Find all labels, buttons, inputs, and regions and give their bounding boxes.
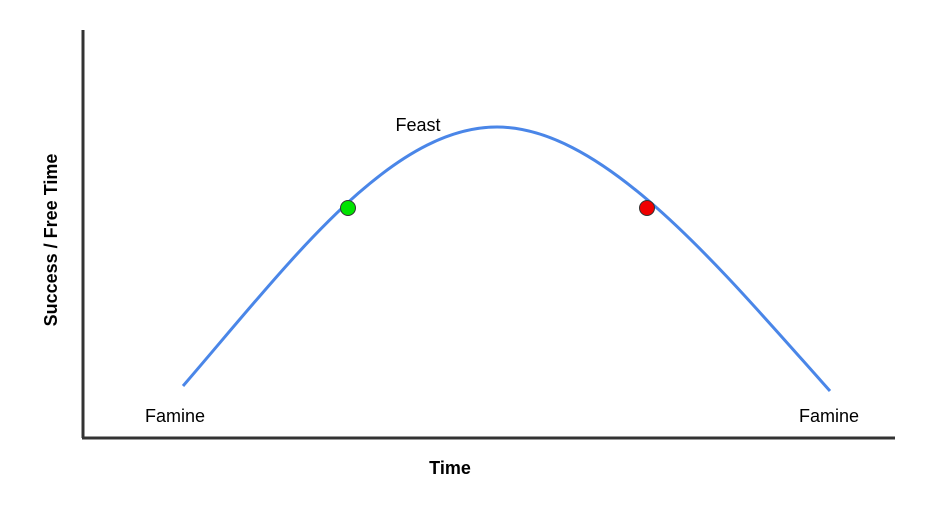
x-axis-title: Time <box>429 458 471 478</box>
start-point <box>340 200 356 216</box>
peak-label: Feast <box>395 115 440 135</box>
start-label: Famine <box>145 406 205 426</box>
end-label: Famine <box>799 406 859 426</box>
feast-famine-curve <box>181 125 832 392</box>
end-point <box>639 200 655 216</box>
y-axis-title: Success / Free Time <box>41 154 61 327</box>
